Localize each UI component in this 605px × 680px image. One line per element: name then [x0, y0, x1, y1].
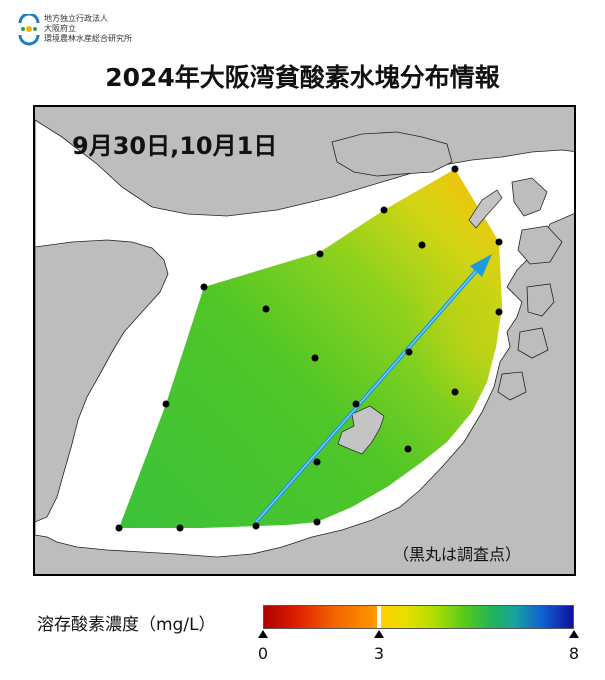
station-point: [252, 522, 260, 530]
osaka-bay-map: [35, 107, 574, 574]
station-point: [162, 400, 170, 408]
pier: [468, 189, 503, 229]
transect-arrow-head: [470, 254, 492, 277]
map-frame: [33, 105, 576, 576]
awaji-island: [35, 239, 169, 523]
station-point: [313, 518, 321, 526]
osaka-port-islands: [497, 177, 563, 401]
station-point: [451, 165, 459, 173]
transect-arrow-highlight: [255, 261, 485, 523]
org-name-line2: 大阪府立: [44, 24, 76, 33]
tick-label-threshold: 3: [373, 644, 385, 663]
station-note: （黒丸は調査点）: [393, 545, 522, 564]
do-distribution-yellow-zone: [119, 169, 502, 528]
survey-stations: [115, 165, 503, 532]
tick-label-max: 8: [568, 644, 580, 663]
station-point: [316, 250, 324, 258]
kobe-port-island: [331, 131, 453, 177]
survey-date: 9月30日,10月1日: [72, 132, 278, 160]
legend-title: 溶存酸素濃度（mg/L）: [37, 615, 216, 635]
station-point: [313, 458, 321, 466]
station-point: [262, 305, 270, 313]
color-bar-low: [264, 606, 377, 628]
station-point: [405, 348, 413, 356]
org-logo-icon: [18, 14, 40, 46]
color-bar: [263, 605, 574, 629]
page-title: 2024年大阪湾貧酸素水塊分布情報: [105, 63, 500, 92]
station-point: [176, 524, 184, 532]
station-point: [451, 388, 459, 396]
org-logo: 地方独立行政法人 大阪府立 環境農林水産総合研究所: [18, 14, 178, 46]
org-name-line1: 地方独立行政法人: [44, 14, 108, 23]
color-bar-high: [381, 606, 573, 628]
station-point: [380, 206, 388, 214]
airport-island-top: [337, 405, 385, 455]
org-name-line3: 環境農林水産総合研究所: [44, 34, 132, 43]
tick-marker-max: [569, 630, 579, 638]
station-point: [352, 400, 360, 408]
tick-marker-threshold: [374, 630, 384, 638]
station-point: [495, 308, 503, 316]
station-point: [404, 445, 412, 453]
station-point: [200, 283, 208, 291]
station-point: [495, 238, 503, 246]
tick-label-min: 0: [257, 644, 269, 663]
station-point: [311, 354, 319, 362]
station-point: [115, 524, 123, 532]
station-point: [418, 241, 426, 249]
tick-marker-min: [258, 630, 268, 638]
